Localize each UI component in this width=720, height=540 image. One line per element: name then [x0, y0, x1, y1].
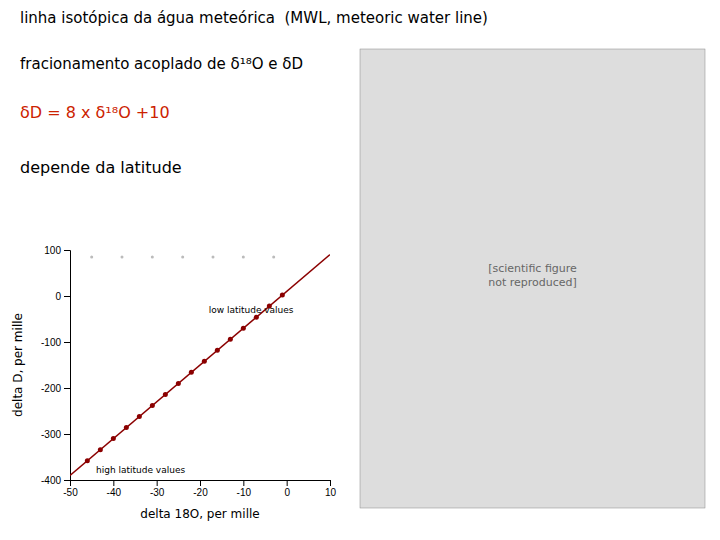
title: linha isotópica da água meteórica (MWL, …: [20, 9, 488, 27]
point: [242, 255, 245, 258]
annotation: low latitude values: [209, 305, 294, 315]
tick-label: 0: [55, 291, 61, 302]
tick-label: -30: [150, 487, 165, 498]
tick: 0: [284, 480, 290, 498]
points: [85, 293, 285, 464]
x-axis-label: delta 18O, per mille: [140, 507, 259, 521]
tick-label: -300: [41, 429, 61, 440]
tick-mark: [200, 480, 201, 486]
point: [215, 348, 220, 353]
tick: -400: [41, 475, 70, 486]
tick-label: 100: [44, 245, 61, 256]
tick-label: -50: [63, 487, 78, 498]
point: [212, 255, 215, 258]
tick: -30: [150, 480, 165, 498]
tick-mark: [64, 434, 70, 435]
tick-mark: [64, 250, 70, 251]
point: [163, 392, 168, 397]
tick-mark: [243, 480, 244, 486]
tick-mark: [287, 480, 288, 486]
tick-mark: [64, 296, 70, 297]
axis-line: [64, 251, 71, 481]
tick-mark: [64, 342, 70, 343]
tick: -50: [63, 480, 78, 498]
tick: -300: [41, 429, 70, 440]
tick: -40: [107, 480, 122, 498]
point: [272, 255, 275, 258]
point: [241, 326, 246, 331]
tick-label: -40: [107, 487, 122, 498]
chart: linha isotópica da água meteórica (MWL, …: [0, 0, 720, 540]
annotation: δD = 8 x δ¹⁸O +10: [20, 103, 170, 122]
point: [121, 255, 124, 258]
tick-label: -10: [237, 487, 252, 498]
point: [98, 447, 103, 452]
point: [176, 381, 181, 386]
tick: -200: [41, 383, 70, 394]
point: [202, 359, 207, 364]
placeholder-text: [scientific figurenot reproduced]: [488, 262, 577, 289]
tick-label: -400: [41, 475, 61, 486]
y-axis-label: delta D, per mille: [11, 313, 25, 417]
point: [124, 425, 129, 430]
point: [228, 337, 233, 342]
point: [280, 293, 285, 298]
tick-label: -100: [41, 337, 61, 348]
tick: -20: [193, 480, 208, 498]
tick-mark: [157, 480, 158, 486]
tick-label: -200: [41, 383, 61, 394]
point: [90, 255, 93, 258]
subtitle: fracionamento acoplado de δ¹⁸O e δD: [20, 55, 303, 73]
point: [151, 255, 154, 258]
annotation: depende da latitude: [20, 158, 182, 177]
point: [137, 414, 142, 419]
annotation: high latitude values: [96, 465, 185, 475]
axis-line: [71, 481, 331, 487]
tick: -100: [41, 337, 70, 348]
x-axis: -50 -40 -30 -20 -10 0 10: [63, 480, 336, 498]
line: [70, 255, 330, 476]
tick: 100: [44, 245, 70, 256]
tick-label: 0: [284, 487, 290, 498]
placeholder-box: [360, 49, 705, 508]
point: [85, 458, 90, 463]
tick: 10: [325, 480, 337, 498]
y-axis: -400 -300 -200 -100 0 100: [41, 245, 71, 486]
tick-mark: [113, 480, 114, 486]
tick: -10: [237, 480, 252, 498]
plot-area: [70, 255, 330, 476]
point: [189, 370, 194, 375]
tick-mark: [64, 388, 70, 389]
tick: 0: [55, 291, 70, 302]
tick-label: -20: [193, 487, 208, 498]
point: [181, 255, 184, 258]
tick-mark: [330, 480, 331, 486]
point: [150, 403, 155, 408]
tick-label: 10: [325, 487, 337, 498]
point: [111, 436, 116, 441]
points: [90, 255, 275, 258]
tick-mark: [64, 480, 70, 481]
